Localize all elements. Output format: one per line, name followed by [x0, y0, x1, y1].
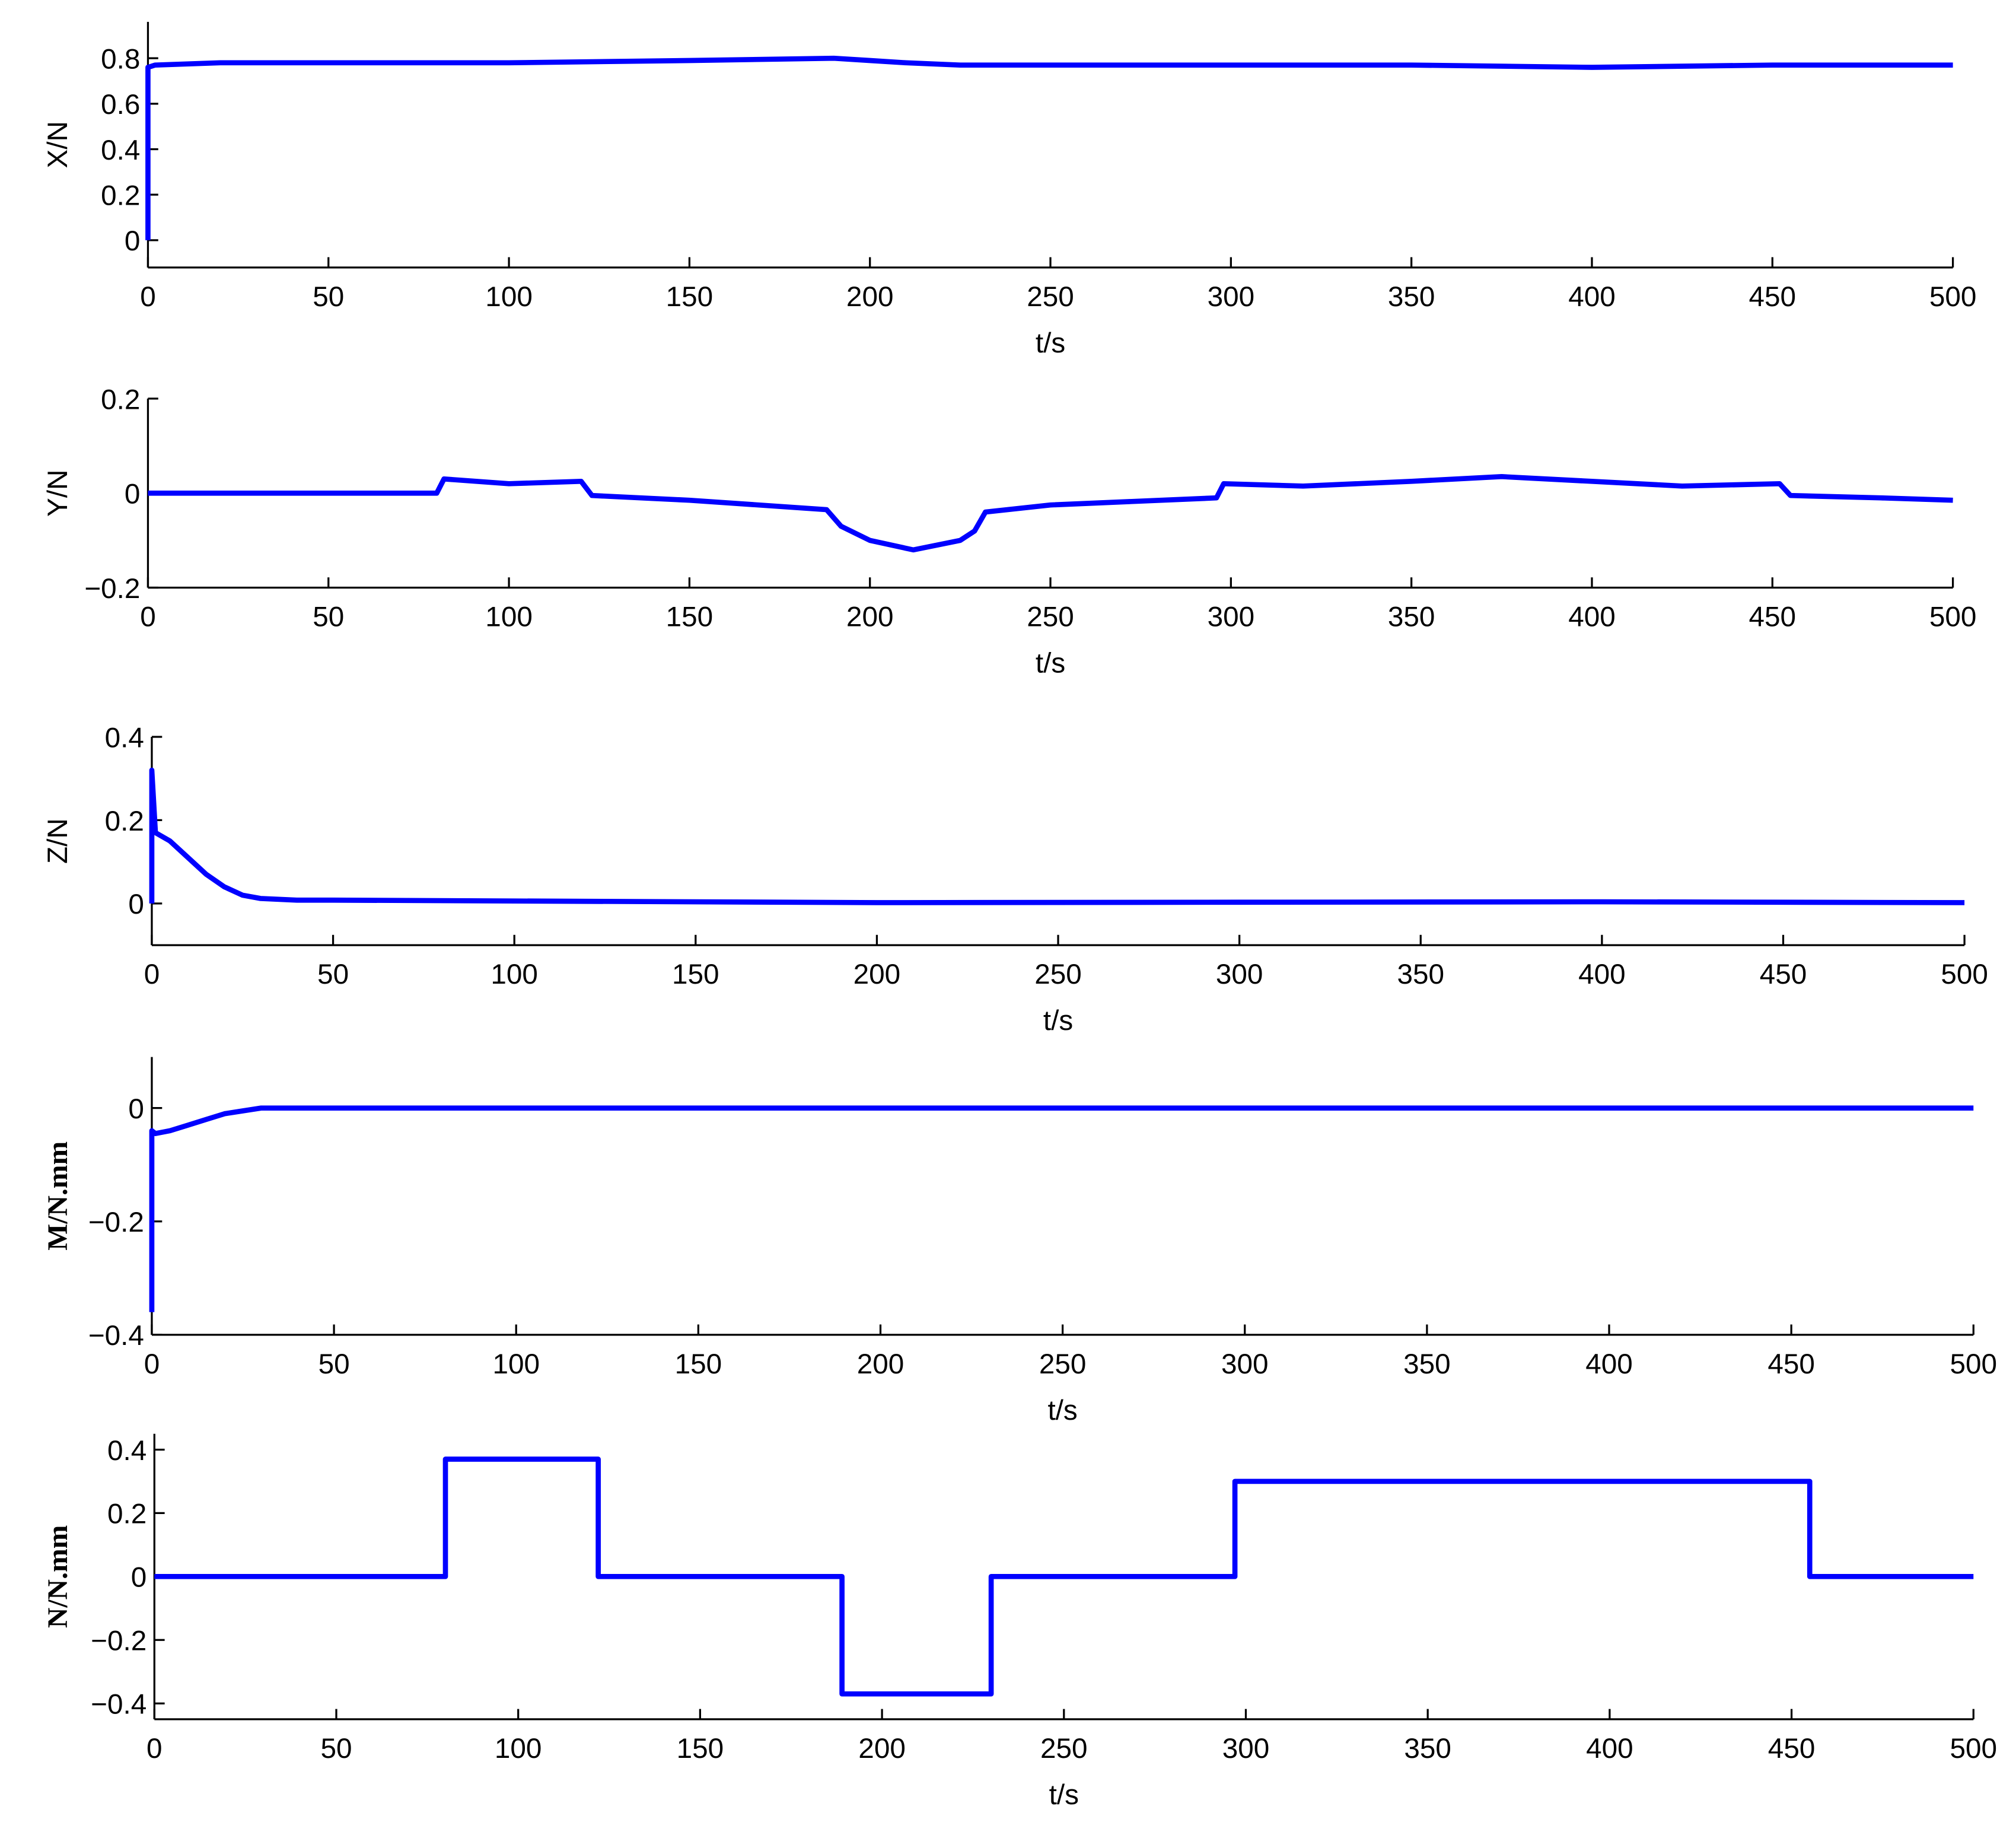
x-tick-label: 100 — [492, 1349, 540, 1380]
x-tick-label: 250 — [1027, 281, 1074, 313]
x-tick-label: 200 — [846, 281, 894, 313]
x-tick-label: 200 — [857, 1349, 905, 1380]
x-tick-label: 500 — [1941, 959, 1988, 990]
x-axis-label: t/s — [1036, 327, 1065, 359]
y-tick-label: −0.4 — [88, 1320, 144, 1351]
y-tick-label: 0 — [125, 479, 141, 510]
x-tick-label: 450 — [1749, 602, 1797, 633]
y-tick-label: 0.2 — [105, 806, 144, 837]
x-tick-label: 0 — [146, 1733, 163, 1764]
x-tick-label: 450 — [1767, 1349, 1815, 1380]
x-tick-label: 350 — [1388, 602, 1435, 633]
x-axis-label: t/s — [1047, 1395, 1077, 1426]
x-tick-label: 250 — [1027, 602, 1074, 633]
data-line — [145, 55, 1953, 240]
x-axis-label: t/s — [1043, 1005, 1073, 1036]
x-tick-label: 250 — [1039, 1349, 1087, 1380]
x-tick-label: 400 — [1586, 1733, 1633, 1764]
x-tick-label: 150 — [666, 602, 714, 633]
x-axis-label: t/s — [1049, 1779, 1079, 1811]
x-tick-label: 400 — [1568, 602, 1616, 633]
y-tick-label: 0.2 — [101, 180, 140, 212]
y-tick-label: −0.2 — [88, 1207, 144, 1238]
y-tick-label: −0.4 — [91, 1689, 146, 1720]
x-tick-label: 250 — [1034, 959, 1082, 990]
x-tick-label: 50 — [320, 1733, 352, 1764]
y-tick-label: 0 — [128, 1093, 144, 1125]
x-tick-label: 500 — [1950, 1349, 1998, 1380]
x-tick-label: 500 — [1950, 1733, 1998, 1764]
x-tick-label: 50 — [317, 959, 349, 990]
y-tick-label: 0.4 — [107, 1435, 146, 1467]
data-line — [154, 1456, 1974, 1697]
x-tick-label: 350 — [1397, 959, 1444, 990]
x-tick-label: 0 — [144, 1349, 160, 1380]
y-axis-label: N/N.mm — [43, 1525, 74, 1628]
x-tick-label: 0 — [144, 959, 160, 990]
x-tick-label: 450 — [1749, 281, 1797, 313]
x-tick-label: 500 — [1929, 281, 1977, 313]
y-axis-label: Z/N — [42, 818, 74, 864]
y-axis-label: Y/N — [42, 469, 74, 516]
data-line — [149, 1105, 1974, 1312]
x-tick-label: 200 — [858, 1733, 906, 1764]
y-tick-label: 0 — [125, 225, 141, 257]
x-tick-label: 150 — [677, 1733, 724, 1764]
x-tick-label: 300 — [1216, 959, 1263, 990]
x-tick-label: 500 — [1929, 602, 1977, 633]
y-tick-label: 0 — [128, 889, 144, 920]
x-tick-label: 100 — [485, 281, 533, 313]
x-tick-label: 150 — [672, 959, 719, 990]
y-axis-label: M/N.mm — [43, 1141, 74, 1251]
x-tick-label: 300 — [1222, 1733, 1270, 1764]
x-tick-label: 350 — [1403, 1349, 1451, 1380]
y-tick-label: 0.6 — [101, 89, 140, 120]
x-tick-label: 450 — [1768, 1733, 1816, 1764]
x-tick-label: 150 — [666, 281, 714, 313]
data-line — [148, 474, 1953, 553]
x-tick-label: 100 — [485, 602, 533, 633]
x-tick-label: 250 — [1040, 1733, 1088, 1764]
data-line — [149, 767, 1965, 905]
y-tick-label: 0.2 — [107, 1499, 146, 1530]
x-tick-label: 150 — [675, 1349, 722, 1380]
y-tick-label: −0.2 — [84, 573, 140, 605]
x-tick-label: 100 — [491, 959, 538, 990]
x-tick-label: 300 — [1208, 281, 1255, 313]
x-tick-label: 200 — [853, 959, 901, 990]
x-tick-label: 400 — [1585, 1349, 1633, 1380]
x-tick-label: 0 — [140, 281, 156, 313]
x-axis-label: t/s — [1036, 648, 1065, 679]
x-tick-label: 50 — [313, 281, 344, 313]
x-tick-label: 200 — [846, 602, 894, 633]
x-tick-label: 0 — [140, 602, 156, 633]
x-tick-label: 400 — [1578, 959, 1626, 990]
y-tick-label: −0.2 — [91, 1626, 146, 1657]
y-tick-label: 0.2 — [101, 384, 140, 415]
x-tick-label: 400 — [1568, 281, 1616, 313]
x-tick-label: 450 — [1760, 959, 1807, 990]
x-tick-label: 100 — [495, 1733, 542, 1764]
y-tick-label: 0.8 — [101, 44, 140, 75]
x-tick-label: 350 — [1388, 281, 1435, 313]
x-tick-label: 50 — [319, 1349, 350, 1380]
y-axis-label: X/N — [42, 121, 74, 168]
y-tick-label: 0.4 — [101, 135, 140, 166]
y-tick-label: 0.4 — [105, 722, 144, 753]
y-tick-label: 0 — [131, 1562, 147, 1594]
x-tick-label: 350 — [1404, 1733, 1451, 1764]
x-tick-label: 300 — [1208, 602, 1255, 633]
x-tick-label: 50 — [313, 602, 344, 633]
x-tick-label: 300 — [1221, 1349, 1269, 1380]
